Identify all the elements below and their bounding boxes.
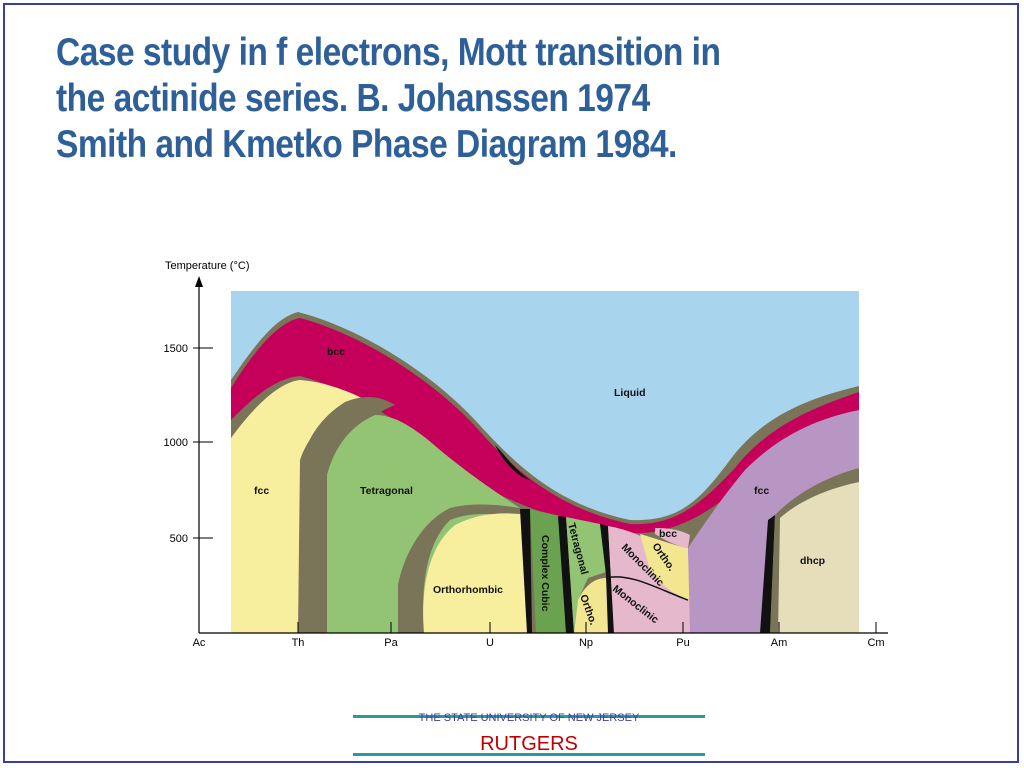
- footer-university: THE STATE UNIVERSITY OF NEW JERSEY: [418, 712, 640, 724]
- region-bcc-pu: [655, 528, 690, 548]
- label-fcc-left: fcc: [254, 485, 269, 497]
- label-bcc-pu: bcc: [659, 528, 677, 540]
- title-line-2: the actinide series. B. Johanssen 1974: [56, 77, 650, 120]
- y-ticks: [193, 347, 213, 539]
- title-line-1: Case study in f electrons, Mott transiti…: [56, 31, 721, 74]
- x-tick-cm: Cm: [867, 637, 884, 649]
- y-tick-500: 500: [170, 533, 188, 545]
- region-mixed-pa: [398, 504, 520, 633]
- y-tick-1000: 1000: [164, 437, 188, 449]
- x-tick-np: Np: [579, 637, 593, 649]
- x-tick-ac: Ac: [193, 637, 206, 649]
- x-tick-th: Th: [292, 637, 305, 649]
- label-fcc-right: fcc: [754, 485, 769, 497]
- region-mixed-th: [300, 396, 395, 633]
- black-wedge-np: [558, 516, 574, 633]
- label-orthorhombic: Orthorhombic: [433, 584, 503, 596]
- x-tick-u: U: [486, 637, 494, 649]
- region-complex-cubic: [530, 509, 566, 633]
- x-tick-am: Am: [771, 637, 788, 649]
- x-tick-pu: Pu: [676, 637, 689, 649]
- y-axis-title: Temperature (°C): [165, 260, 249, 272]
- x-tick-pa: Pa: [384, 637, 398, 649]
- footer-rule-top: [353, 715, 705, 718]
- label-dhcp: dhcp: [800, 555, 825, 567]
- region-tetragonal-np: [566, 517, 606, 633]
- footer-rutgers: RUTGERS: [480, 733, 578, 755]
- region-ortho-np: [574, 578, 610, 633]
- black-wedge-u: [520, 509, 532, 633]
- region-fcc-left: [231, 380, 362, 633]
- title-line-3: Smith and Kmetko Phase Diagram 1984.: [56, 123, 677, 166]
- x-ticks: [198, 622, 877, 633]
- monoclinic-divider: [605, 576, 689, 601]
- y-axis-arrow: [195, 276, 203, 287]
- slide-frame: [3, 3, 1019, 763]
- label-liquid: Liquid: [614, 387, 646, 399]
- label-bcc-top: bcc: [327, 346, 345, 358]
- region-orthorhombic: [423, 513, 530, 633]
- region-ortho-pu: [640, 534, 690, 600]
- label-complex-cubic: Complex Cubic: [539, 535, 551, 612]
- footer-rule-bottom: [353, 753, 705, 756]
- y-tick-1500: 1500: [164, 343, 188, 355]
- label-tetragonal: Tetragonal: [360, 485, 413, 497]
- region-dhcp: [778, 482, 859, 633]
- actinide-phase-diagram: Temperature (°C): [164, 260, 888, 649]
- slide-title: Case study in f electrons, Mott transiti…: [56, 30, 847, 168]
